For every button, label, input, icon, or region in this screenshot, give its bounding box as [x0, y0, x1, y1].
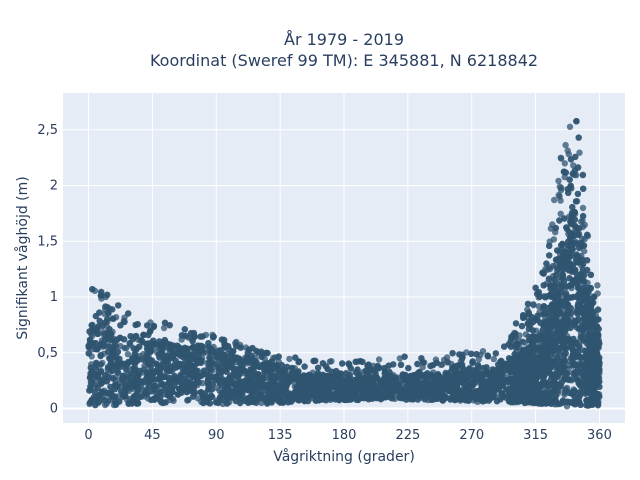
data-point	[594, 282, 601, 289]
data-point	[552, 224, 559, 232]
data-point	[405, 364, 412, 372]
data-point	[396, 355, 403, 362]
data-point	[566, 275, 573, 282]
data-point	[194, 395, 202, 402]
data-point	[339, 360, 346, 367]
data-point	[105, 348, 112, 355]
data-point	[556, 217, 563, 224]
data-point	[185, 396, 192, 404]
data-point	[501, 376, 508, 383]
data-point	[123, 344, 130, 352]
data-point	[557, 154, 564, 161]
data-point	[346, 361, 353, 369]
data-point	[594, 306, 602, 313]
data-point	[144, 322, 151, 329]
data-point	[189, 393, 197, 400]
data-point	[124, 351, 132, 358]
data-point	[554, 323, 561, 330]
data-point	[555, 177, 562, 185]
data-point	[549, 334, 556, 341]
data-point	[115, 302, 122, 309]
data-point	[512, 320, 520, 327]
data-point	[89, 286, 96, 293]
data-point	[554, 247, 561, 254]
data-point	[98, 378, 105, 386]
data-point	[573, 308, 581, 315]
data-point	[570, 162, 577, 169]
data-point	[97, 352, 104, 360]
data-point	[545, 275, 553, 282]
data-point	[561, 369, 569, 377]
data-point	[397, 361, 405, 368]
data-point	[286, 355, 293, 363]
data-point	[561, 391, 568, 398]
data-point	[160, 324, 168, 332]
data-point	[557, 210, 564, 217]
data-point	[581, 247, 588, 255]
data-point	[578, 218, 585, 225]
data-point	[170, 397, 177, 404]
data-point	[213, 384, 221, 391]
data-point	[579, 204, 587, 212]
data-point	[579, 212, 587, 220]
data-point	[551, 196, 558, 204]
data-point	[556, 183, 563, 190]
data-point	[577, 388, 584, 396]
data-point	[94, 384, 101, 391]
data-point	[575, 134, 582, 141]
data-point	[519, 338, 526, 345]
data-point	[551, 276, 559, 284]
data-point	[375, 356, 383, 363]
data-point	[301, 363, 308, 370]
data-point	[178, 332, 186, 339]
data-point	[200, 348, 208, 356]
data-point	[546, 242, 553, 249]
data-point	[86, 336, 94, 343]
data-point	[401, 353, 408, 360]
data-point	[124, 375, 132, 382]
data-point	[562, 141, 569, 149]
data-point	[110, 315, 117, 322]
data-point	[468, 350, 475, 357]
data-point	[490, 355, 497, 363]
data-point	[530, 301, 537, 309]
data-point	[556, 193, 563, 200]
data-point	[189, 338, 196, 345]
data-point	[575, 231, 582, 239]
data-point	[566, 376, 573, 383]
data-point	[566, 123, 574, 130]
data-point	[525, 309, 532, 316]
data-point	[547, 225, 555, 232]
data-point	[576, 149, 583, 156]
data-point	[403, 396, 410, 403]
data-point	[564, 147, 571, 154]
data-point	[561, 160, 568, 167]
data-points	[85, 118, 603, 410]
data-point	[328, 358, 335, 365]
data-point	[443, 354, 451, 361]
